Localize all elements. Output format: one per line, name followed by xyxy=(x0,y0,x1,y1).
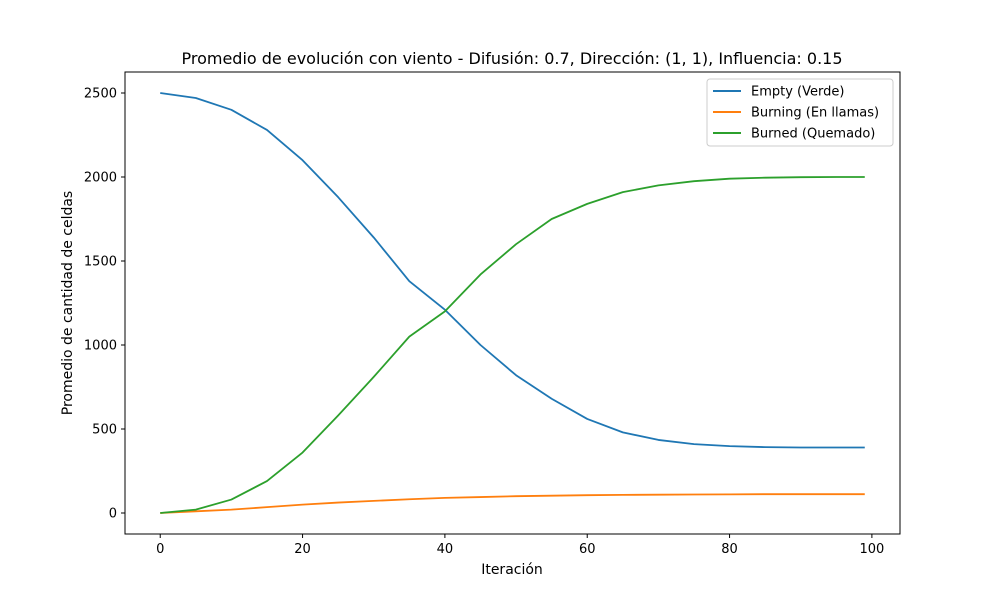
legend-label-0: Empty (Verde) xyxy=(751,85,844,100)
chart-title: Promedio de evolución con viento - Difus… xyxy=(181,49,842,68)
x-tick-label: 100 xyxy=(859,542,884,557)
x-tick-label: 0 xyxy=(156,542,164,557)
x-axis-label: Iteración xyxy=(481,562,543,578)
series-line-1 xyxy=(160,493,865,514)
series-layer xyxy=(160,92,865,514)
x-tick-label: 40 xyxy=(437,542,454,557)
series-line-2 xyxy=(160,176,865,514)
y-tick-label: 2500 xyxy=(84,87,117,102)
series-line-0 xyxy=(160,92,865,449)
y-tick-label: 1500 xyxy=(84,255,117,270)
legend-label-2: Burned (Quemado) xyxy=(751,127,875,142)
legend: Empty (Verde) Burning (En llamas) Burned (… xyxy=(706,78,894,147)
x-tick-label: 20 xyxy=(294,542,311,557)
y-axis-label: Promedio de cantidad de celdas xyxy=(60,191,76,415)
y-tick-label: 500 xyxy=(92,423,117,438)
x-tick-label: 60 xyxy=(579,542,596,557)
plot-area xyxy=(125,72,900,534)
y-tick-label: 2000 xyxy=(84,171,117,186)
x-tick-label: 80 xyxy=(721,542,738,557)
legend-box xyxy=(706,78,894,147)
y-tick-label: 1000 xyxy=(84,339,117,354)
y-tick-label: 0 xyxy=(109,507,117,522)
plot-background xyxy=(125,72,900,534)
axes-frame xyxy=(124,71,901,535)
legend-label-1: Burning (En llamas) xyxy=(751,106,879,121)
